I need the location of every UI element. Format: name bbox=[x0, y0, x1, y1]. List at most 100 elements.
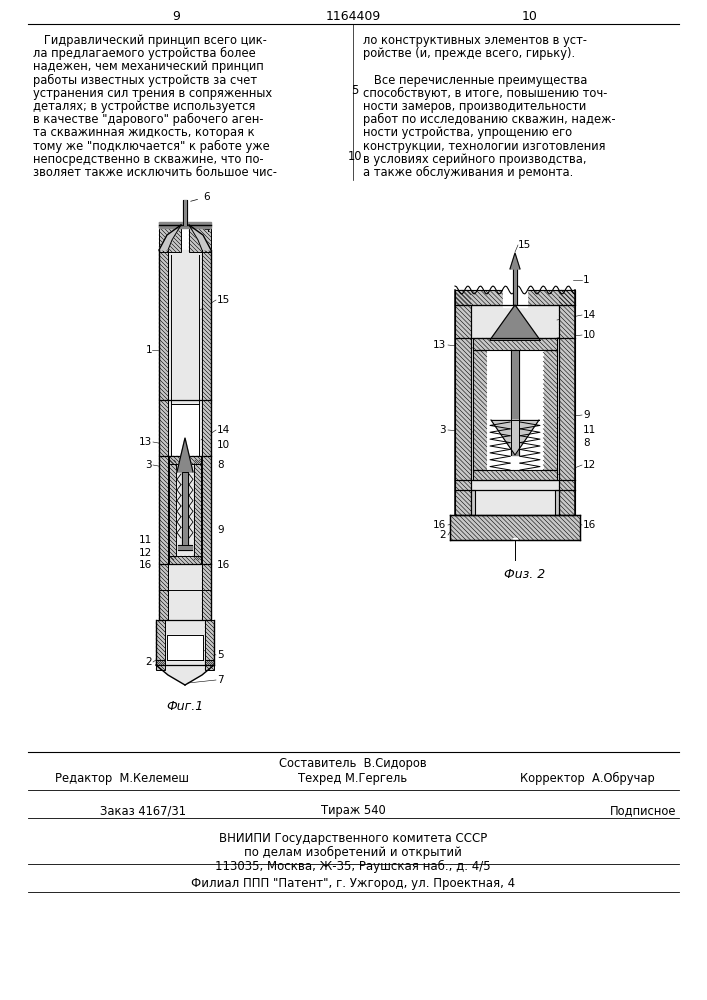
Text: 16: 16 bbox=[433, 520, 446, 530]
Polygon shape bbox=[169, 456, 201, 464]
Polygon shape bbox=[194, 460, 201, 560]
Text: 10: 10 bbox=[522, 10, 538, 23]
Text: ности замеров, производительности: ности замеров, производительности bbox=[363, 100, 586, 113]
Polygon shape bbox=[165, 620, 205, 665]
Text: Заказ 4167/31: Заказ 4167/31 bbox=[100, 804, 186, 817]
Text: Фuг.1: Фuг.1 bbox=[166, 700, 204, 713]
Text: ла предлагаемого устройства более: ла предлагаемого устройства более bbox=[33, 47, 256, 60]
Text: Составитель  В.Сидоров: Составитель В.Сидоров bbox=[279, 757, 427, 770]
Text: ло конструктивных элементов в уст-: ло конструктивных элементов в уст- bbox=[363, 34, 587, 47]
Text: 11: 11 bbox=[139, 535, 152, 545]
Text: по делам изобретений и открытий: по делам изобретений и открытий bbox=[244, 846, 462, 859]
Polygon shape bbox=[471, 490, 475, 515]
Text: 6: 6 bbox=[191, 192, 209, 202]
Polygon shape bbox=[182, 472, 188, 545]
Polygon shape bbox=[159, 250, 168, 620]
Polygon shape bbox=[491, 420, 539, 455]
Polygon shape bbox=[471, 305, 559, 515]
Polygon shape bbox=[156, 620, 165, 665]
Polygon shape bbox=[487, 350, 543, 470]
Text: 4: 4 bbox=[193, 224, 209, 234]
Text: работы известных устройств за счет: работы известных устройств за счет bbox=[33, 74, 257, 87]
Polygon shape bbox=[189, 225, 211, 250]
Text: конструкции, технологии изготовления: конструкции, технологии изготовления bbox=[363, 140, 605, 153]
Text: 2: 2 bbox=[439, 530, 446, 540]
Text: 14: 14 bbox=[583, 310, 596, 320]
Text: 13: 13 bbox=[139, 437, 152, 447]
Text: 1164409: 1164409 bbox=[325, 10, 380, 23]
Polygon shape bbox=[503, 285, 527, 307]
Polygon shape bbox=[167, 635, 203, 660]
Text: та скважинная жидкость, которая к: та скважинная жидкость, которая к bbox=[33, 126, 255, 139]
Polygon shape bbox=[169, 460, 176, 560]
Text: 8: 8 bbox=[583, 438, 590, 448]
Text: Все перечисленные преимущества: Все перечисленные преимущества bbox=[363, 74, 588, 87]
Text: Подписное: Подписное bbox=[610, 804, 677, 817]
Text: 14: 14 bbox=[217, 425, 230, 435]
Polygon shape bbox=[205, 660, 214, 670]
Text: 15: 15 bbox=[217, 295, 230, 305]
Text: деталях; в устройстве используется: деталях; в устройстве используется bbox=[33, 100, 255, 113]
Text: Фuз. 2: Фuз. 2 bbox=[504, 568, 546, 581]
Text: 1: 1 bbox=[146, 345, 152, 355]
Polygon shape bbox=[510, 253, 520, 269]
Text: непосредственно в скважине, что по-: непосредственно в скважине, что по- bbox=[33, 153, 264, 166]
Text: Гидравлический принцип всего цик-: Гидравлический принцип всего цик- bbox=[33, 34, 267, 47]
Text: зволяет также исключить большое чис-: зволяет также исключить большое чис- bbox=[33, 166, 277, 179]
Text: а также обслуживания и ремонта.: а также обслуживания и ремонта. bbox=[363, 166, 573, 179]
Polygon shape bbox=[177, 438, 193, 472]
Polygon shape bbox=[473, 338, 557, 350]
Text: 13: 13 bbox=[433, 340, 446, 350]
Text: 9: 9 bbox=[172, 10, 180, 23]
Text: 16: 16 bbox=[217, 560, 230, 570]
Text: надежен, чем механический принцип: надежен, чем механический принцип bbox=[33, 60, 264, 73]
Text: устранения сил трения в сопряженных: устранения сил трения в сопряженных bbox=[33, 87, 272, 100]
Text: способствуют, в итоге, повышению точ-: способствуют, в итоге, повышению точ- bbox=[363, 87, 607, 100]
Polygon shape bbox=[171, 404, 199, 456]
Text: Редактор  М.Келемеш: Редактор М.Келемеш bbox=[55, 772, 189, 785]
Text: 16: 16 bbox=[139, 560, 152, 570]
Text: ВНИИПИ Государственного комитета СССР: ВНИИПИ Государственного комитета СССР bbox=[219, 832, 487, 845]
Text: 16: 16 bbox=[583, 520, 596, 530]
Polygon shape bbox=[159, 223, 181, 252]
Text: тому же "подключается" к работе уже: тому же "подключается" к работе уже bbox=[33, 140, 270, 153]
Text: 113035, Москва, Ж-35, Раушская наб., д. 4/5: 113035, Москва, Ж-35, Раушская наб., д. … bbox=[215, 860, 491, 873]
Text: 12: 12 bbox=[583, 460, 596, 470]
Polygon shape bbox=[512, 338, 518, 340]
Text: 3: 3 bbox=[146, 460, 152, 470]
Text: Филиал ППП "Патент", г. Ужгород, ул. Проектная, 4: Филиал ППП "Патент", г. Ужгород, ул. Про… bbox=[191, 877, 515, 890]
Polygon shape bbox=[202, 250, 211, 620]
Text: 9: 9 bbox=[583, 410, 590, 420]
Text: работ по исследованию скважин, надеж-: работ по исследованию скважин, надеж- bbox=[363, 113, 616, 126]
Text: в условиях серийного производства,: в условиях серийного производства, bbox=[363, 153, 587, 166]
Polygon shape bbox=[169, 556, 201, 564]
Polygon shape bbox=[555, 490, 559, 515]
Text: 15: 15 bbox=[518, 240, 531, 250]
Polygon shape bbox=[156, 660, 165, 670]
Text: 5: 5 bbox=[217, 650, 223, 660]
Text: ройстве (и, прежде всего, гирьку).: ройстве (и, прежде всего, гирьку). bbox=[363, 47, 575, 60]
Polygon shape bbox=[189, 223, 211, 252]
Text: Техред М.Гергель: Техред М.Гергель bbox=[298, 772, 407, 785]
Text: 8: 8 bbox=[217, 460, 223, 470]
Polygon shape bbox=[455, 290, 471, 515]
Text: Тираж 540: Тираж 540 bbox=[321, 804, 385, 817]
Polygon shape bbox=[473, 350, 487, 470]
Polygon shape bbox=[513, 538, 517, 545]
Text: 11: 11 bbox=[583, 425, 596, 435]
Polygon shape bbox=[513, 265, 517, 305]
Polygon shape bbox=[455, 290, 503, 305]
Polygon shape bbox=[159, 225, 181, 250]
Polygon shape bbox=[168, 250, 202, 620]
Polygon shape bbox=[450, 515, 580, 540]
Polygon shape bbox=[473, 470, 557, 480]
Text: ности устройства, упрощению его: ности устройства, упрощению его bbox=[363, 126, 572, 139]
Text: 12: 12 bbox=[139, 548, 152, 558]
Text: 2: 2 bbox=[146, 657, 152, 667]
Text: 10: 10 bbox=[348, 150, 362, 163]
Polygon shape bbox=[490, 305, 540, 340]
Polygon shape bbox=[178, 545, 192, 550]
Text: 10: 10 bbox=[583, 330, 596, 340]
Text: 3: 3 bbox=[439, 425, 446, 435]
Polygon shape bbox=[543, 350, 557, 470]
